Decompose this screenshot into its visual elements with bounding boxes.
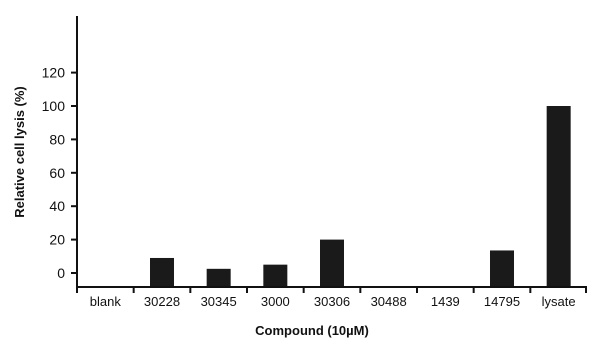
bar-30306 xyxy=(320,239,344,286)
bar-3000 xyxy=(263,264,288,286)
y-axis-ticks: 0 20 40 60 80 100 120 xyxy=(42,65,77,281)
x-tick-label: 3000 xyxy=(261,294,290,309)
y-axis-title: Relative cell lysis (%) xyxy=(12,86,27,218)
x-tick-label: 30228 xyxy=(144,294,180,309)
bar-lysate xyxy=(546,106,571,286)
y-tick-label: 120 xyxy=(42,65,66,81)
x-tick-label: 14795 xyxy=(484,294,520,309)
y-tick-label: 100 xyxy=(42,98,66,114)
bar-14795 xyxy=(490,250,514,286)
x-axis-ticks: blank 30228 30345 3000 30306 30488 1439 14795 ly… xyxy=(76,287,587,309)
bar-30228 xyxy=(150,257,174,286)
y-tick-label: 20 xyxy=(49,232,65,248)
y-tick-label: 60 xyxy=(49,165,65,181)
y-tick-label: 80 xyxy=(49,131,65,147)
y-tick-label: 0 xyxy=(57,265,65,281)
x-tick-label: 30488 xyxy=(371,294,407,309)
x-tick-label: 30306 xyxy=(314,294,350,309)
y-tick-label: 40 xyxy=(49,198,65,214)
x-tick-label: 1439 xyxy=(431,294,460,309)
bars xyxy=(150,106,571,286)
bar-30345 xyxy=(206,268,231,286)
x-tick-label: 30345 xyxy=(201,294,237,309)
x-tick-label: lysate xyxy=(542,294,576,309)
x-tick-label: blank xyxy=(90,294,122,309)
x-axis-title: Compound (10µM) xyxy=(255,323,369,338)
